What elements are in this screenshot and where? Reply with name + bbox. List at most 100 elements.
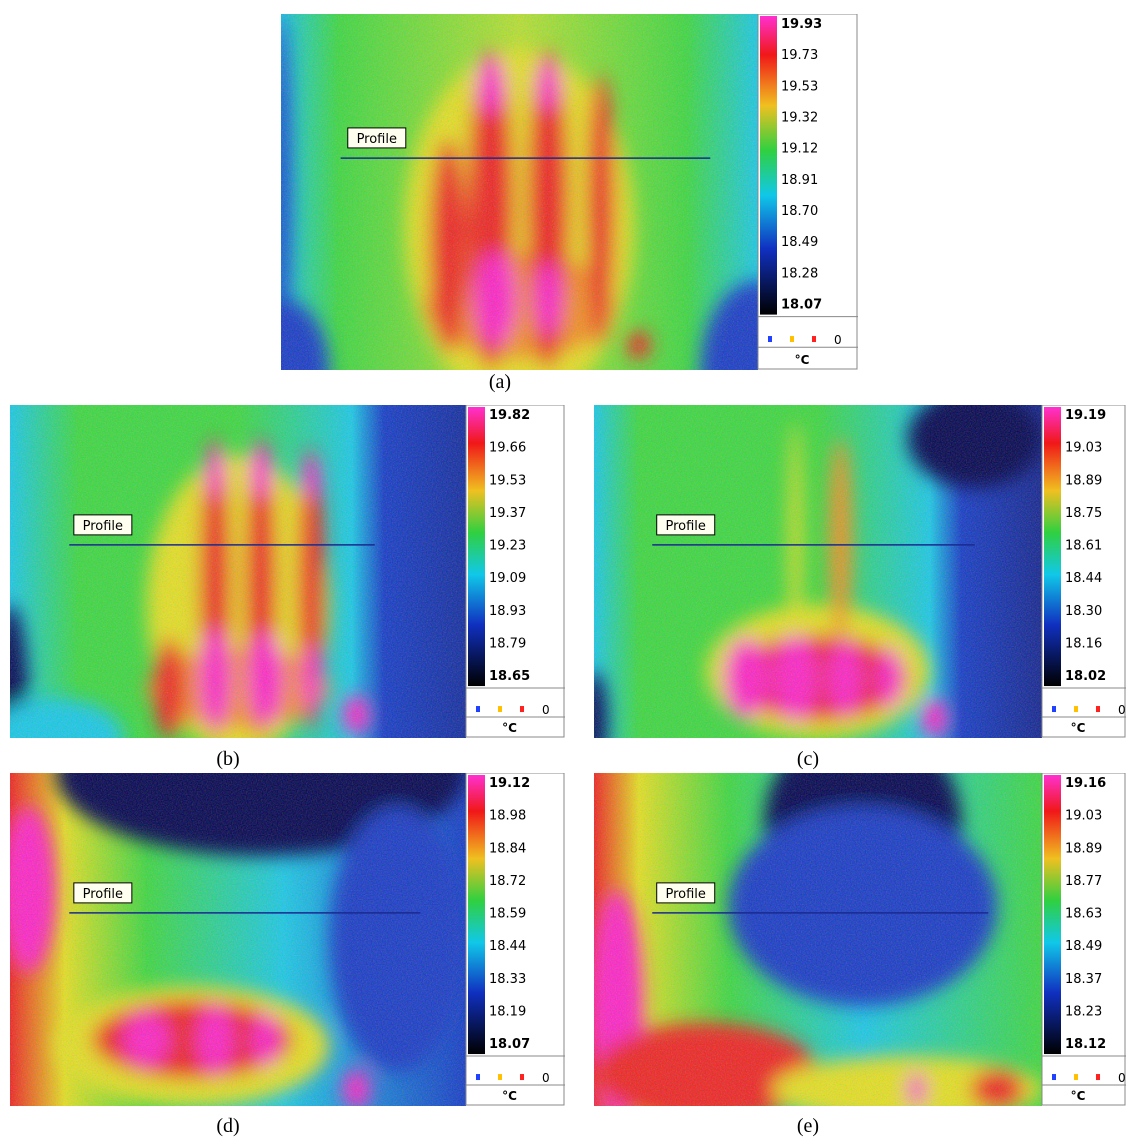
colorbar-tick-label: 18.89 xyxy=(1065,841,1102,856)
colorbar-tick-label: 19.32 xyxy=(781,111,818,126)
profile-label: Profile xyxy=(666,519,706,534)
legend-swatch xyxy=(812,336,816,343)
legend-swatch xyxy=(498,1074,502,1081)
legend-swatch xyxy=(476,706,480,713)
colorbar-tick-label: 18.65 xyxy=(489,669,530,684)
profile-box xyxy=(656,882,716,904)
profile-label: Profile xyxy=(357,132,397,147)
colorbar xyxy=(760,16,777,315)
colorbar-tick-label: 18.89 xyxy=(1065,473,1102,488)
colorbar-tick-label: 18.59 xyxy=(489,907,526,922)
legend-value: 0 xyxy=(542,703,550,717)
colorbar-tick-label: 18.07 xyxy=(781,298,822,313)
colorbar-tick-label: 19.82 xyxy=(489,408,530,423)
legend-swatch xyxy=(768,336,772,343)
profile-box xyxy=(73,882,133,904)
noise xyxy=(594,405,1042,738)
thermal-image xyxy=(10,773,466,1106)
colorbar-tick-label: 18.75 xyxy=(1065,506,1102,521)
colorbar-tick-label: 19.53 xyxy=(781,79,818,94)
unit-label: °C xyxy=(1071,1089,1086,1103)
colorbar-tick-label: 18.70 xyxy=(781,204,818,219)
unit-label: °C xyxy=(795,353,810,367)
legend-swatch xyxy=(476,1074,480,1081)
colorbar-tick-label: 19.66 xyxy=(489,441,526,456)
unit-label: °C xyxy=(502,721,517,735)
legend-swatch xyxy=(520,1074,524,1081)
legend-swatch xyxy=(1096,706,1100,713)
thermal-panel: Profile 19.12 18.98 18.84 18.72 18.59 18.44 18.… xyxy=(10,773,565,1106)
colorbar-tick-label: 18.44 xyxy=(1065,571,1102,586)
colorbar-tick-label: 18.93 xyxy=(489,604,526,619)
colorbar-tick-label: 19.53 xyxy=(489,473,526,488)
colorbar-tick-label: 18.37 xyxy=(1065,972,1102,987)
profile-label: Profile xyxy=(666,887,706,902)
colorbar-tick-label: 19.23 xyxy=(489,539,526,554)
thermal-panel: Profile 19.16 19.03 18.89 18.77 18.63 18.49 18.… xyxy=(594,773,1126,1106)
thermal-panel: Profile 19.82 19.66 19.53 19.37 19.23 19.09 18.… xyxy=(10,405,565,738)
profile-box xyxy=(656,514,716,536)
legend-swatch xyxy=(1096,1074,1100,1081)
colorbar xyxy=(468,407,485,687)
legend-value: 0 xyxy=(834,333,842,347)
colorbar-tick-label: 19.37 xyxy=(489,506,526,521)
panel-label: (e) xyxy=(796,1115,820,1137)
colorbar xyxy=(1044,407,1061,687)
profile-box xyxy=(73,514,133,536)
colorbar-tick-label: 18.33 xyxy=(489,972,526,987)
legend-value: 0 xyxy=(1118,1071,1126,1085)
colorbar-tick-label: 18.49 xyxy=(781,235,818,250)
colorbar-tick-label: 18.77 xyxy=(1065,874,1102,889)
colorbar-tick-label: 18.91 xyxy=(781,173,818,188)
colorbar-tick-label: 19.12 xyxy=(489,776,530,791)
thermal-image xyxy=(281,14,758,370)
panel-label: (b) xyxy=(216,748,240,770)
noise xyxy=(10,773,466,1106)
thermal-image xyxy=(594,773,1042,1106)
legend-swatch xyxy=(1074,706,1078,713)
colorbar xyxy=(468,775,485,1055)
colorbar-tick-label: 18.16 xyxy=(1065,636,1102,651)
legend-swatch xyxy=(498,706,502,713)
colorbar-tick-label: 18.12 xyxy=(1065,1037,1106,1052)
legend-swatch xyxy=(1052,706,1056,713)
legend-value: 0 xyxy=(542,1071,550,1085)
colorbar-tick-label: 18.44 xyxy=(489,939,526,954)
panel-label: (d) xyxy=(216,1115,240,1137)
thermal-image xyxy=(10,405,466,738)
noise xyxy=(10,405,466,738)
profile-box xyxy=(347,127,407,149)
legend-swatch xyxy=(1074,1074,1078,1081)
colorbar-tick-label: 18.07 xyxy=(489,1037,530,1052)
colorbar-tick-label: 18.63 xyxy=(1065,907,1102,922)
colorbar-tick-label: 18.84 xyxy=(489,841,526,856)
profile-label: Profile xyxy=(83,519,123,534)
thermal-image xyxy=(594,405,1042,738)
colorbar-tick-label: 18.72 xyxy=(489,874,526,889)
colorbar-tick-label: 19.73 xyxy=(781,48,818,63)
colorbar-tick-label: 19.16 xyxy=(1065,776,1106,791)
profile-label: Profile xyxy=(83,887,123,902)
colorbar-tick-label: 18.49 xyxy=(1065,939,1102,954)
colorbar-tick-label: 18.79 xyxy=(489,636,526,651)
colorbar-tick-label: 19.12 xyxy=(781,142,818,157)
colorbar-tick-label: 18.30 xyxy=(1065,604,1102,619)
thermal-panel: Profile 19.19 19.03 18.89 18.75 18.61 18.44 18.… xyxy=(594,405,1126,738)
panel-label: (a) xyxy=(488,371,512,393)
colorbar-tick-label: 19.03 xyxy=(1065,809,1102,824)
colorbar-tick-label: 18.02 xyxy=(1065,669,1106,684)
unit-label: °C xyxy=(502,1089,517,1103)
colorbar-tick-label: 19.03 xyxy=(1065,441,1102,456)
colorbar-tick-label: 18.19 xyxy=(489,1004,526,1019)
thermal-panel: Profile 19.93 19.73 19.53 19.32 19.12 18.91 18.… xyxy=(281,14,858,370)
legend-swatch xyxy=(790,336,794,343)
panel-label: (c) xyxy=(796,748,820,770)
colorbar xyxy=(1044,775,1061,1055)
colorbar-tick-label: 18.98 xyxy=(489,809,526,824)
colorbar-tick-label: 19.93 xyxy=(781,17,822,32)
colorbar-tick-label: 19.19 xyxy=(1065,408,1106,423)
unit-label: °C xyxy=(1071,721,1086,735)
colorbar-tick-label: 18.61 xyxy=(1065,539,1102,554)
legend-value: 0 xyxy=(1118,703,1126,717)
